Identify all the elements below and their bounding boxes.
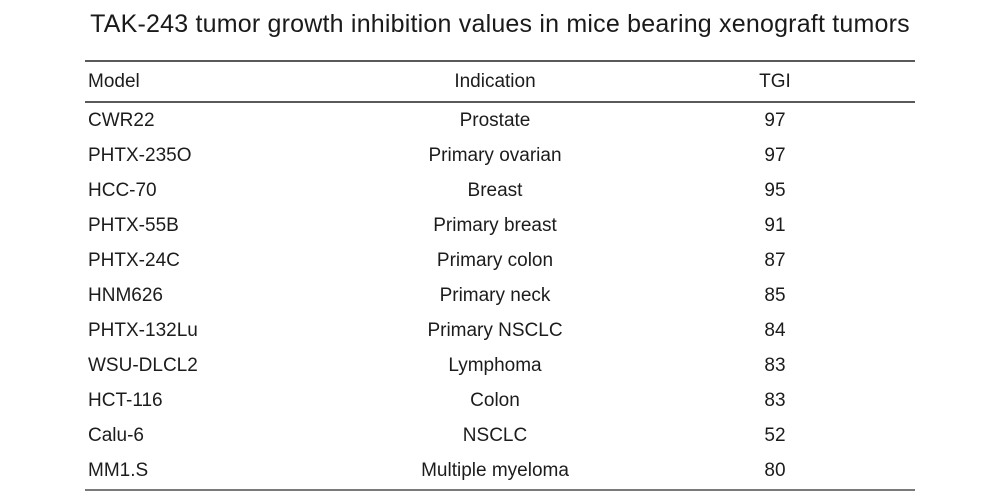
indication-cell: Breast bbox=[467, 179, 523, 201]
table-body: CWR22 Prostate 97 PHTX-235O Primary ovarian 9… bbox=[85, 103, 915, 492]
model-cell: Calu-6 bbox=[88, 425, 144, 447]
tgi-cell: 84 bbox=[764, 320, 786, 342]
indication-cell: Primary NSCLC bbox=[427, 320, 563, 342]
model-cell: PHTX-235O bbox=[88, 144, 192, 166]
table-row: PHTX-235O Primary ovarian 97 bbox=[85, 138, 915, 173]
model-cell: PHTX-24C bbox=[88, 249, 180, 271]
indication-cell: Multiple myeloma bbox=[421, 460, 569, 482]
tgi-cell: 91 bbox=[764, 214, 786, 236]
tgi-cell: 95 bbox=[764, 179, 786, 201]
figure: TAK-243 tumor growth inhibition values i… bbox=[0, 9, 1000, 498]
indication-cell: Primary neck bbox=[439, 285, 551, 307]
model-cell: CWR22 bbox=[88, 109, 155, 131]
tgi-cell: 80 bbox=[764, 460, 786, 482]
tgi-cell: 97 bbox=[764, 109, 786, 131]
indication-cell: Primary breast bbox=[433, 214, 557, 236]
table-row: Calu-6 NSCLC 52 bbox=[85, 419, 915, 454]
tgi-cell: 52 bbox=[764, 425, 786, 447]
tgi-table: Model Indication TGI CWR22 Prostate 97 PHTX… bbox=[85, 60, 915, 492]
figure-title: TAK-243 tumor growth inhibition values i… bbox=[90, 10, 910, 38]
model-cell: MM1.S bbox=[88, 460, 149, 482]
model-cell: HNM626 bbox=[88, 285, 163, 307]
table-row: HNM626 Primary neck 85 bbox=[85, 278, 915, 313]
tgi-cell: 83 bbox=[764, 355, 786, 377]
column-header-indication: Indication bbox=[454, 70, 536, 92]
table-row: CWR22 Prostate 97 bbox=[85, 103, 915, 138]
model-cell: HCC-70 bbox=[88, 179, 157, 201]
indication-cell: Prostate bbox=[459, 109, 531, 131]
table-row: PHTX-55B Primary breast 91 bbox=[85, 208, 915, 243]
tgi-cell: 97 bbox=[764, 144, 786, 166]
tgi-cell: 85 bbox=[764, 285, 786, 307]
indication-cell: Primary colon bbox=[436, 249, 554, 271]
indication-cell: Primary ovarian bbox=[428, 144, 562, 166]
table-row: MM1.S Multiple myeloma 80 bbox=[85, 454, 915, 489]
column-header-tgi: TGI bbox=[759, 70, 791, 92]
model-cell: WSU-DLCL2 bbox=[88, 355, 198, 377]
tgi-cell: 87 bbox=[764, 249, 786, 271]
model-cell: HCT-116 bbox=[88, 390, 163, 412]
table-row: HCC-70 Breast 95 bbox=[85, 173, 915, 208]
table-row: WSU-DLCL2 Lymphoma 83 bbox=[85, 349, 915, 384]
table-row: HCT-116 Colon 83 bbox=[85, 384, 915, 419]
table-header-row: Model Indication TGI bbox=[85, 60, 915, 103]
column-header-model: Model bbox=[88, 70, 140, 92]
model-cell: PHTX-132Lu bbox=[88, 320, 198, 342]
model-cell: PHTX-55B bbox=[88, 214, 179, 236]
tgi-cell: 83 bbox=[764, 390, 786, 412]
table-row: PHTX-24C Primary colon 87 bbox=[85, 243, 915, 278]
table-row: PHTX-132Lu Primary NSCLC 84 bbox=[85, 314, 915, 349]
indication-cell: NSCLC bbox=[462, 425, 528, 447]
indication-cell: Lymphoma bbox=[448, 355, 542, 377]
indication-cell: Colon bbox=[470, 390, 520, 412]
